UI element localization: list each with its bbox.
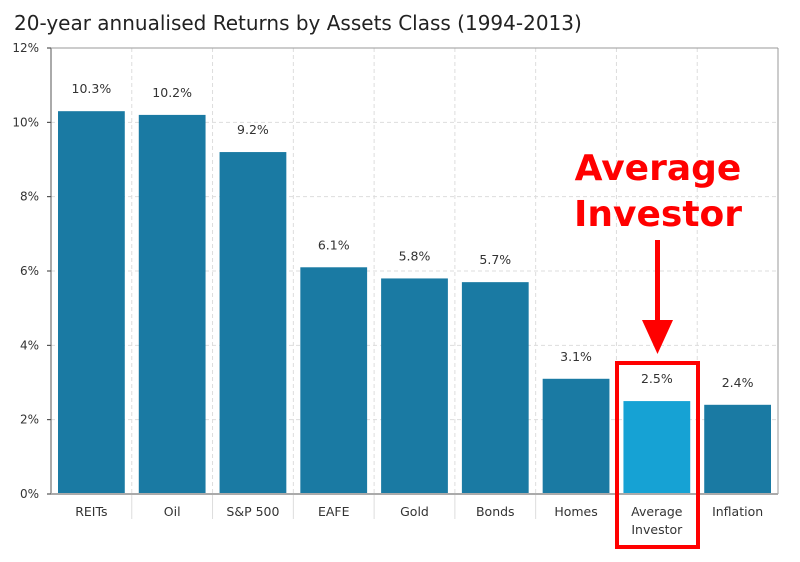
- data-label: 3.1%: [560, 349, 592, 364]
- x-tick-label: REITs: [75, 504, 107, 519]
- y-tick-label: 8%: [20, 190, 39, 204]
- data-label: 10.2%: [152, 85, 192, 100]
- bars: 10.3% 10.2% 9.2% 6.1% 5.8% 5.7% 3.1% 2.5% 2.4%: [58, 81, 771, 495]
- annotation-line-1: Average: [575, 148, 742, 189]
- x-tick-label: Inflation: [712, 504, 763, 519]
- y-tick-label: 10%: [12, 115, 39, 129]
- arrow-shaft: [655, 240, 660, 322]
- bar-oil: [138, 114, 206, 495]
- y-tick-label: 6%: [20, 264, 39, 278]
- data-label: 6.1%: [318, 237, 350, 252]
- data-label: 5.8%: [399, 248, 431, 263]
- bar-s-p-500: [219, 152, 287, 495]
- arrow-head: [642, 320, 673, 354]
- annotation-line-2: Investor: [574, 194, 742, 235]
- data-label: 2.4%: [722, 375, 754, 390]
- bar-eafe: [300, 267, 368, 494]
- x-tick-label: Homes: [554, 504, 597, 519]
- axes: 0% 2% 4% 6% 8% 10% 12% REITs Oil S&P 500 EAFE Gold B…: [12, 41, 779, 537]
- x-tick-label: Investor: [631, 522, 683, 537]
- x-tick-label: Bonds: [476, 504, 515, 519]
- x-tick-label: EAFE: [318, 504, 350, 519]
- bar-homes: [542, 378, 610, 494]
- bar-bonds: [461, 282, 529, 494]
- bar-average-investor: [623, 401, 691, 494]
- x-tick-label: Gold: [400, 504, 429, 519]
- annotation-arrow: [642, 240, 673, 354]
- bar-reits: [58, 111, 125, 494]
- data-label: 5.7%: [479, 252, 511, 267]
- y-tick-label: 12%: [12, 41, 39, 55]
- data-label: 9.2%: [237, 122, 269, 137]
- chart-title: 20-year annualised Returns by Assets Cla…: [14, 11, 582, 35]
- y-tick-label: 4%: [20, 338, 39, 352]
- data-label: 10.3%: [72, 81, 112, 96]
- highlight-box: [615, 361, 700, 549]
- data-label: 2.5%: [641, 371, 673, 386]
- bar-inflation: [704, 404, 771, 494]
- x-tick-label: Average: [631, 504, 683, 519]
- x-tick-label: S&P 500: [226, 504, 279, 519]
- bar-gold: [381, 278, 448, 494]
- x-tick-label: Oil: [164, 504, 181, 519]
- y-tick-label: 0%: [20, 487, 39, 501]
- y-tick-label: 2%: [20, 413, 39, 427]
